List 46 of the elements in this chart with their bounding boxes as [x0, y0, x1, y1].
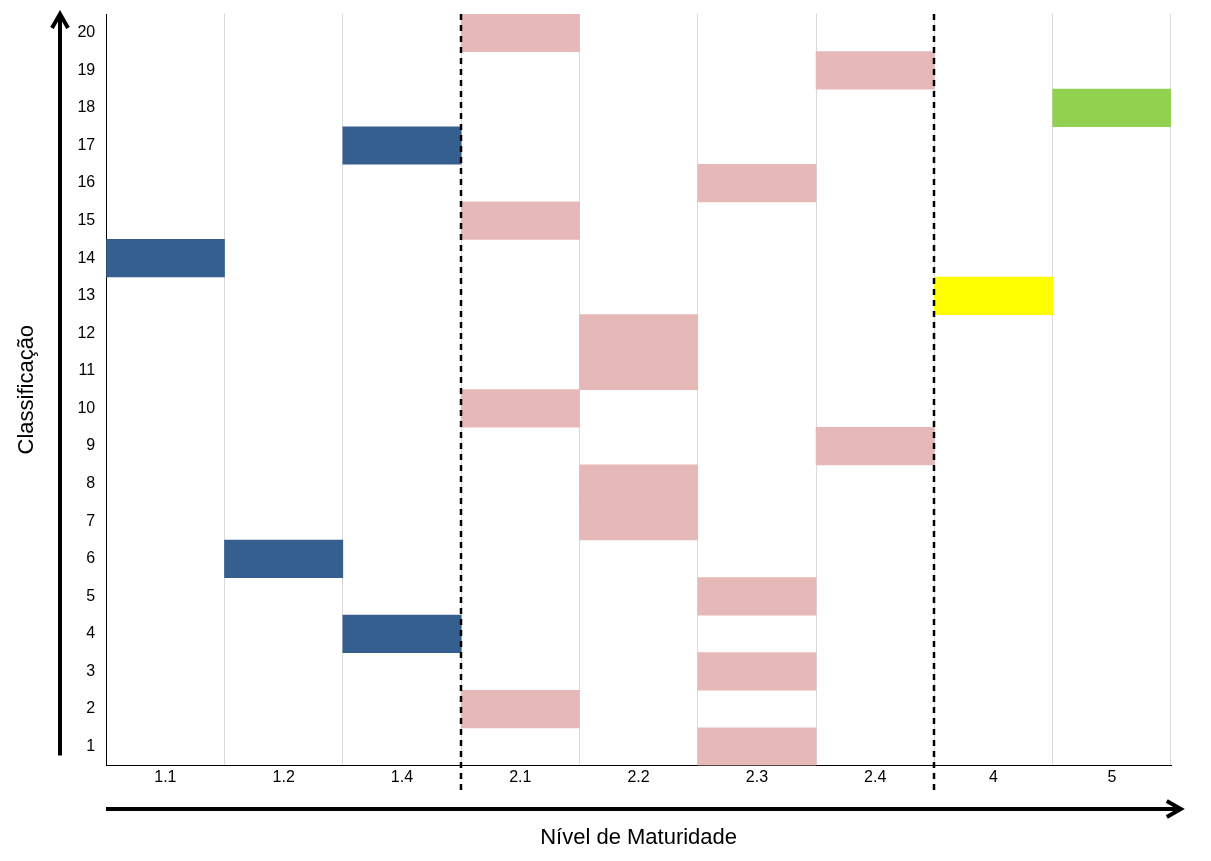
y-tick-label: 19	[77, 60, 96, 78]
y-tick-label: 16	[77, 173, 96, 191]
bar	[1052, 88, 1171, 128]
bar	[815, 51, 935, 90]
y-tick-label: 15	[77, 211, 96, 229]
y-tick-label: 13	[77, 286, 96, 304]
bar	[460, 201, 580, 240]
y-tick-label: 12	[77, 323, 96, 341]
y-axis-title: Classificação	[13, 324, 39, 455]
bar	[697, 652, 817, 691]
bar	[460, 14, 580, 52]
y-tick-label: 17	[77, 135, 96, 153]
bar	[697, 163, 817, 203]
x-tick-label: 2.1	[509, 768, 532, 786]
bar	[224, 539, 344, 578]
y-tick-label: 8	[86, 474, 96, 492]
bar	[460, 689, 580, 729]
y-tick-label: 6	[86, 549, 96, 567]
y-tick-label: 20	[77, 23, 96, 41]
x-tick-label: 1.1	[154, 768, 177, 786]
y-tick-label: 10	[77, 398, 96, 416]
x-tick-label: 1.2	[272, 768, 295, 786]
y-tick-label: 4	[86, 624, 96, 642]
bar	[934, 276, 1054, 315]
x-axis-title: Nível de Maturidade	[540, 823, 738, 849]
bar	[342, 614, 462, 654]
x-tick-label: 1.4	[390, 768, 414, 786]
bar	[342, 126, 462, 165]
y-tick-label: 1	[86, 737, 96, 755]
y-tick-label: 2	[86, 699, 96, 717]
x-tick-label: 2.2	[627, 768, 650, 786]
x-tick-label: 2.3	[745, 768, 769, 786]
x-tick-label: 4	[989, 768, 999, 786]
y-tick-label: 7	[86, 511, 96, 529]
bar	[106, 239, 225, 278]
bar	[697, 727, 817, 766]
y-tick-label: 3	[86, 661, 96, 679]
y-tick-label: 5	[86, 586, 96, 604]
y-tick-label: 11	[78, 361, 96, 379]
y-tick-label: 14	[77, 248, 96, 266]
y-tick-label: 18	[77, 98, 96, 116]
bar	[815, 426, 935, 466]
x-tick-label: 2.4	[864, 768, 887, 786]
bar	[697, 577, 817, 616]
y-tick-label: 9	[86, 436, 96, 454]
x-tick-label: 5	[1107, 768, 1117, 786]
